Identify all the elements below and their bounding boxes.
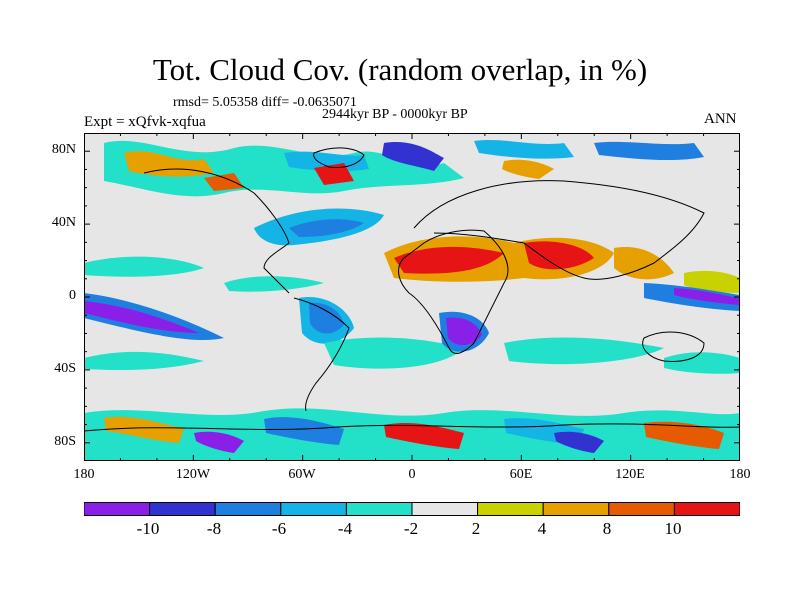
colorbar-swatch xyxy=(477,502,544,516)
colorbar-label: 4 xyxy=(537,519,547,538)
colorbar-label: 10 xyxy=(664,519,682,538)
time-period-label: 2944kyr BP - 0000kyr BP xyxy=(322,107,468,122)
colorbar-swatch xyxy=(84,502,151,516)
colorbar-swatch xyxy=(608,502,675,516)
colorbar-swatch xyxy=(673,502,740,516)
lat-label-80s: 80S xyxy=(54,434,76,449)
lat-label-0: 0 xyxy=(69,288,76,303)
lat-label-40s: 40S xyxy=(54,361,76,376)
colorbar-label: -8 xyxy=(206,519,222,538)
colorbar-label: 8 xyxy=(602,519,612,538)
colorbar-label: -2 xyxy=(403,519,419,538)
colorbar-swatch xyxy=(214,502,282,516)
experiment-label: Expt = xQfvk-xqfua xyxy=(84,114,206,130)
eurasia-coast xyxy=(413,180,705,280)
lon-label-180w: 180 xyxy=(73,467,95,482)
lon-label-120w: 120W xyxy=(175,467,211,482)
axis-ticks xyxy=(84,133,740,461)
north-america-coast xyxy=(143,168,290,294)
lon-label-120e: 120E xyxy=(615,467,645,482)
colorbar-label: -6 xyxy=(271,519,287,538)
colorbar-swatch xyxy=(345,502,413,516)
rmsd-diff-stats: rmsd= 5.05358 diff= -0.0635071 xyxy=(173,95,357,110)
anomaly-fields xyxy=(84,140,740,461)
cloud-cover-map xyxy=(84,133,740,461)
lon-label-60e: 60E xyxy=(509,467,533,482)
colorbar-swatch xyxy=(542,502,610,516)
greenland-coast xyxy=(313,147,365,168)
colorbar-swatch xyxy=(280,502,347,516)
colorbar-swatch xyxy=(149,502,216,516)
coastlines xyxy=(84,147,740,432)
colorbar-swatch xyxy=(411,502,479,516)
lon-label-60w: 60W xyxy=(288,467,316,482)
page-title: Tot. Cloud Cov. (random overlap, in %) xyxy=(152,52,648,87)
australia-coast xyxy=(642,331,705,362)
antarctica-coast xyxy=(84,423,740,432)
season-label: ANN xyxy=(704,111,737,127)
colorbar-label: -10 xyxy=(136,519,160,538)
colorbar-label: -4 xyxy=(337,519,353,538)
south-america-coast xyxy=(293,297,350,412)
lat-label-40n: 40N xyxy=(51,215,76,230)
colorbar xyxy=(84,502,740,516)
lon-label-0: 0 xyxy=(408,467,416,482)
colorbar-label: 2 xyxy=(471,519,481,538)
lon-label-180e: 180 xyxy=(729,467,751,482)
lat-label-80n: 80N xyxy=(51,142,76,157)
africa-coast xyxy=(398,229,509,354)
